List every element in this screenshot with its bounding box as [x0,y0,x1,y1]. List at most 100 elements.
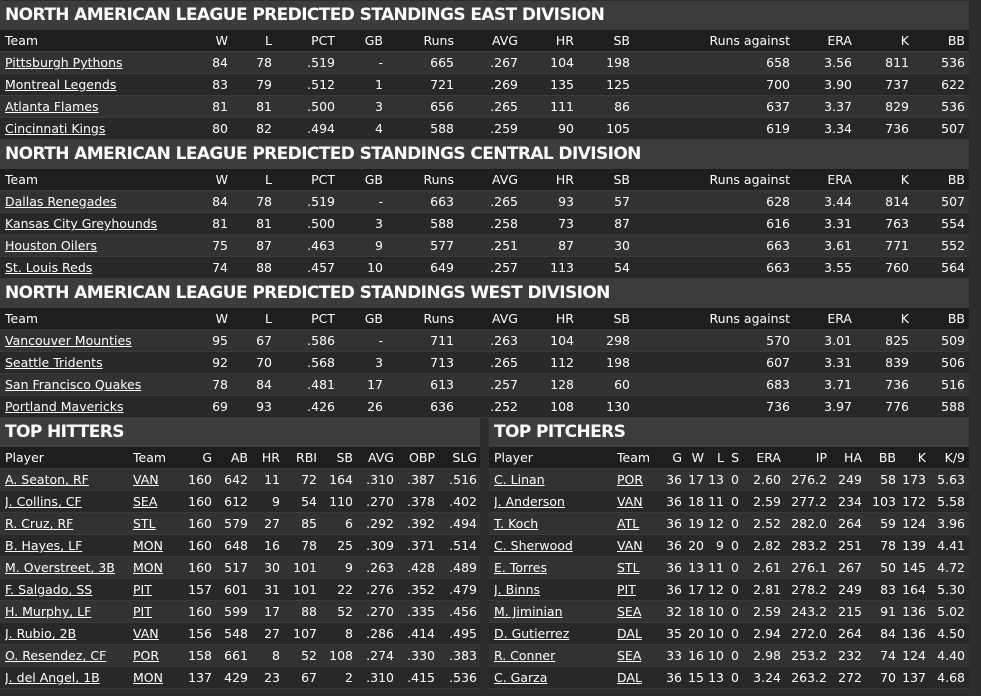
pitchers-name-link[interactable]: D. Gutierrez [494,626,570,641]
column-header-rbi[interactable]: RBI [296,450,317,465]
standings-west-name-link[interactable]: San Francisco Quakes [5,377,142,392]
standings-east-name-link[interactable]: Pittsburgh Pythons [5,55,123,70]
hitters-name-link[interactable]: J. del Angel, 1B [5,670,100,685]
column-header-hr[interactable]: HR [261,450,280,465]
standings-east-name-link[interactable]: Cincinnati Kings [5,121,106,136]
standings-west-name-link[interactable]: Seattle Tridents [5,355,103,370]
column-header-bb[interactable]: BB [947,33,965,48]
pitchers-name-link[interactable]: J. Anderson [494,494,565,509]
standings-central-name-link[interactable]: Houston Oilers [5,238,98,253]
column-header-runs-against[interactable]: Runs against [709,172,790,187]
hitters-name-link[interactable]: R. Cruz, RF [5,516,74,531]
team-link[interactable]: DAL [617,670,642,685]
column-header-bb[interactable]: BB [947,311,965,326]
column-header-w[interactable]: W [215,33,228,48]
column-header-sb[interactable]: SB [613,172,630,187]
column-header-sb[interactable]: SB [613,311,630,326]
column-header-bb[interactable]: BB [947,172,965,187]
column-header-l[interactable]: L [265,311,272,326]
hitters-name-link[interactable]: J. Collins, CF [5,494,82,509]
column-header-l[interactable]: L [717,450,724,465]
column-header-l[interactable]: L [265,172,272,187]
pitchers-name-link[interactable]: T. Koch [494,516,539,531]
column-header-runs[interactable]: Runs [423,33,454,48]
column-header-k[interactable]: K [917,450,926,465]
column-header-s[interactable]: S [731,450,739,465]
standings-west-name-link[interactable]: Vancouver Mounties [5,333,132,348]
column-header-k[interactable]: K [900,172,909,187]
pitchers-name-link[interactable]: C. Sherwood [494,538,573,553]
team-link[interactable]: STL [133,516,156,531]
column-header-era[interactable]: ERA [827,172,852,187]
column-header-avg[interactable]: AVG [368,450,394,465]
column-header-sb[interactable]: SB [613,33,630,48]
team-link[interactable]: SEA [133,494,158,509]
team-link[interactable]: STL [617,560,640,575]
column-header-k-9[interactable]: K/9 [944,450,965,465]
column-header-avg[interactable]: AVG [492,172,518,187]
team-link[interactable]: DAL [617,626,642,641]
column-header-ab[interactable]: AB [230,450,248,465]
team-link[interactable]: MON [133,560,163,575]
column-header-pct[interactable]: PCT [311,172,335,187]
team-link[interactable]: PIT [617,582,636,597]
column-header-slg[interactable]: SLG [452,450,477,465]
column-header-pct[interactable]: PCT [311,33,335,48]
column-header-pct[interactable]: PCT [311,311,335,326]
column-header-hr[interactable]: HR [555,311,574,326]
team-link[interactable]: ATL [617,516,640,531]
hitters-name-link[interactable]: M. Overstreet, 3B [5,560,115,575]
pitchers-name-link[interactable]: J. Binns [494,582,541,597]
column-header-runs-against[interactable]: Runs against [709,311,790,326]
pitchers-name-link[interactable]: M. Jiminian [494,604,563,619]
column-header-team[interactable]: Team [5,172,39,187]
team-link[interactable]: POR [133,648,160,663]
team-link[interactable]: POR [617,472,644,487]
column-header-avg[interactable]: AVG [492,311,518,326]
standings-east-name-link[interactable]: Montreal Legends [5,77,117,92]
column-header-l[interactable]: L [265,33,272,48]
team-link[interactable]: SEA [617,648,642,663]
column-header-player[interactable]: Player [494,450,533,465]
column-header-runs[interactable]: Runs [423,311,454,326]
pitchers-name-link[interactable]: R. Conner [494,648,556,663]
team-link[interactable]: VAN [133,472,159,487]
column-header-ha[interactable]: HA [844,450,862,465]
column-header-team[interactable]: Team [133,450,167,465]
column-header-ip[interactable]: IP [815,450,827,465]
column-header-obp[interactable]: OBP [409,450,435,465]
column-header-sb[interactable]: SB [336,450,353,465]
hitters-name-link[interactable]: F. Salgado, SS [5,582,93,597]
column-header-avg[interactable]: AVG [492,33,518,48]
column-header-hr[interactable]: HR [555,172,574,187]
column-header-hr[interactable]: HR [555,33,574,48]
column-header-era[interactable]: ERA [827,33,852,48]
column-header-era[interactable]: ERA [756,450,781,465]
column-header-g[interactable]: G [672,450,682,465]
team-link[interactable]: PIT [133,604,152,619]
standings-central-name-link[interactable]: Dallas Renegades [5,194,117,209]
column-header-k[interactable]: K [900,33,909,48]
column-header-player[interactable]: Player [5,450,44,465]
hitters-name-link[interactable]: H. Murphy, LF [5,604,92,619]
hitters-name-link[interactable]: A. Seaton, RF [5,472,89,487]
standings-central-name-link[interactable]: Kansas City Greyhounds [5,216,158,231]
column-header-k[interactable]: K [900,311,909,326]
hitters-name-link[interactable]: B. Hayes, LF [5,538,83,553]
team-link[interactable]: SEA [617,604,642,619]
pitchers-name-link[interactable]: C. Garza [494,670,548,685]
team-link[interactable]: VAN [617,494,643,509]
standings-east-name-link[interactable]: Atlanta Flames [5,99,99,114]
column-header-runs[interactable]: Runs [423,172,454,187]
team-link[interactable]: PIT [133,582,152,597]
team-link[interactable]: VAN [133,626,159,641]
team-link[interactable]: MON [133,538,163,553]
column-header-gb[interactable]: GB [364,172,383,187]
team-link[interactable]: VAN [617,538,643,553]
hitters-name-link[interactable]: J. Rubio, 2B [5,626,77,641]
column-header-w[interactable]: W [215,172,228,187]
team-link[interactable]: MON [133,670,163,685]
hitters-name-link[interactable]: O. Resendez, CF [5,648,107,663]
pitchers-name-link[interactable]: E. Torres [494,560,547,575]
column-header-gb[interactable]: GB [364,33,383,48]
